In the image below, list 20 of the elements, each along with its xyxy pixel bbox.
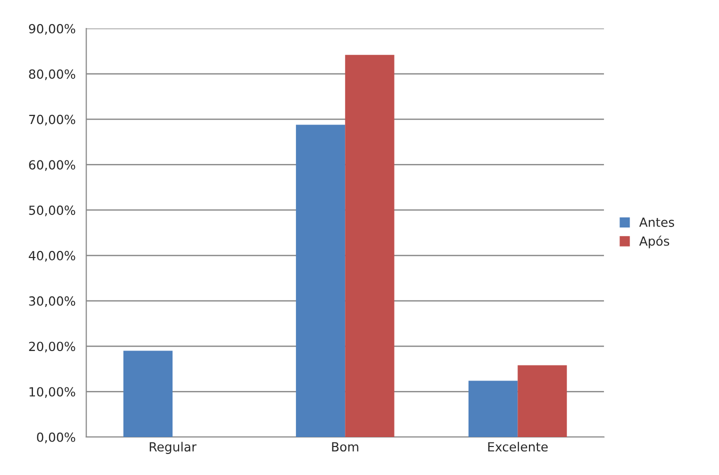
x-tick-label: Bom [332,442,358,452]
y-tick-label: 20,00% [29,342,76,352]
legend-label: Após [639,236,670,248]
y-tick-label: 0,00% [36,432,76,444]
bar [345,54,394,437]
bar [468,380,518,437]
bar [518,365,567,437]
y-tick-label: 10,00% [30,387,76,398]
y-tick-label: 40,00% [28,250,76,262]
y-tick-label: 50,00% [29,206,76,216]
y-tick-label: 70,00% [29,114,76,126]
bar [123,350,173,437]
bar [296,124,346,437]
y-tick-label: 60,00% [29,160,76,171]
y-tick-label: 90,00% [28,24,76,35]
x-tick-label: Regular [150,442,197,454]
x-tick-label: Excelente [488,442,548,452]
y-tick-label: 30,00% [29,296,76,308]
y-tick-label: 80,00% [29,69,76,80]
legend-label: Antes [639,218,674,227]
